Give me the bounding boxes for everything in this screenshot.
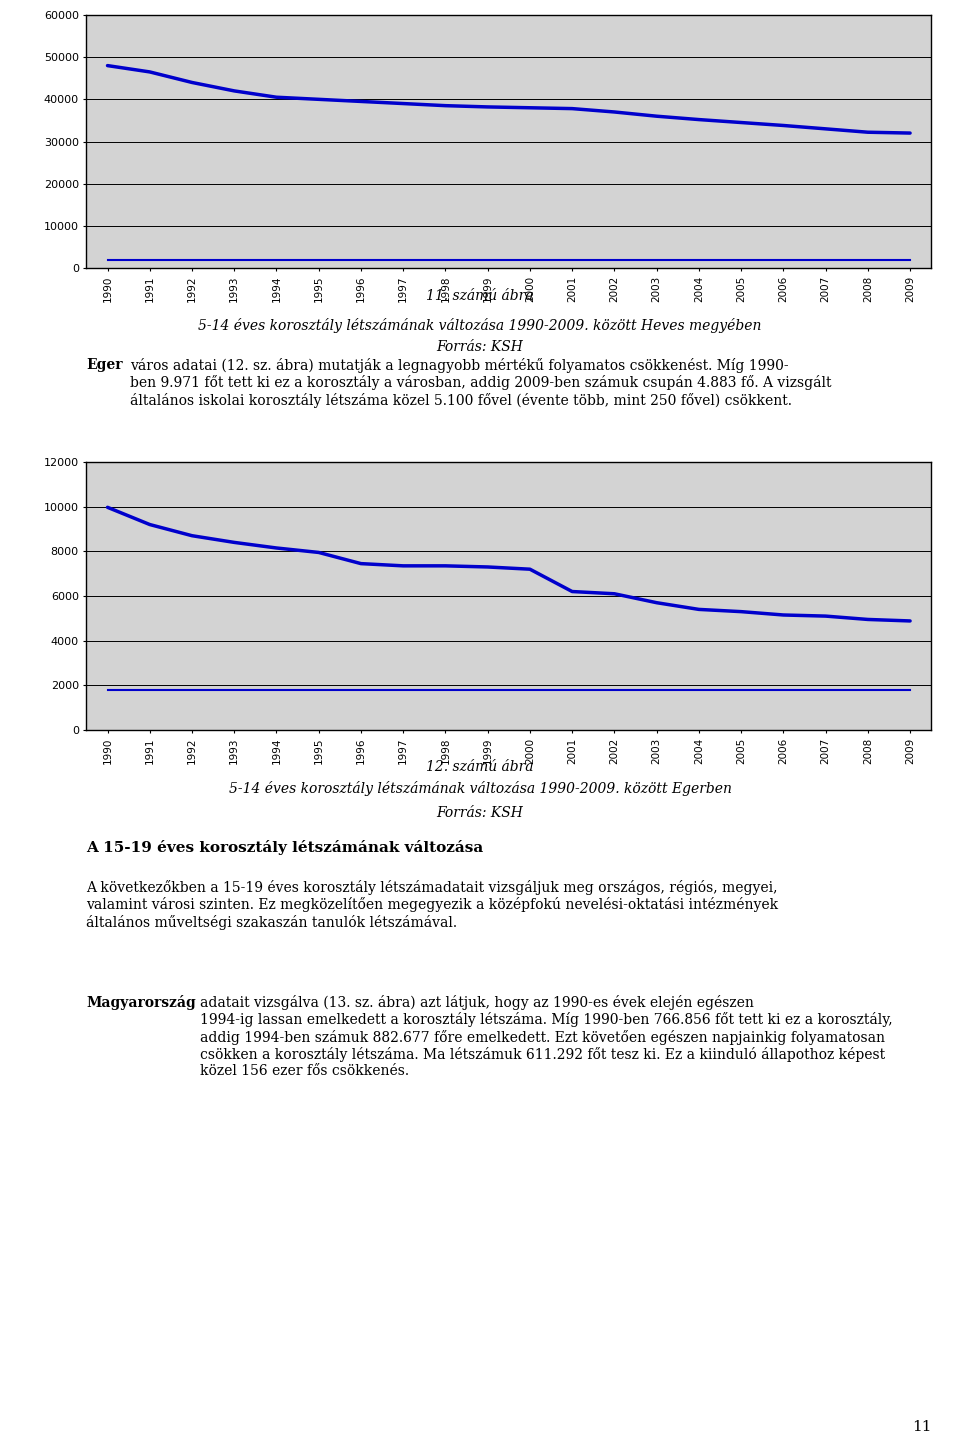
Text: Magyarország: Magyarország xyxy=(86,995,196,1010)
Text: Forrás: KSH: Forrás: KSH xyxy=(437,341,523,354)
Text: A 15-19 éves korosztály létszámának változása: A 15-19 éves korosztály létszámának vált… xyxy=(86,840,484,855)
Text: Eger: Eger xyxy=(86,358,123,371)
Text: 5-14 éves korosztály létszámának változása 1990-2009. között Egerben: 5-14 éves korosztály létszámának változá… xyxy=(228,781,732,797)
Text: A következőkben a 15-19 éves korosztály létszámadatait vizsgáljuk meg országos, : A következőkben a 15-19 éves korosztály … xyxy=(86,879,779,930)
Text: 5-14 éves korosztály létszámának változása 1990-2009. között Heves megyében: 5-14 éves korosztály létszámának változá… xyxy=(199,318,761,334)
Text: adatait vizsgálva (13. sz. ábra) azt látjuk, hogy az 1990-es évek elején egészen: adatait vizsgálva (13. sz. ábra) azt lát… xyxy=(200,995,892,1078)
Text: Forrás: KSH: Forrás: KSH xyxy=(437,807,523,820)
Text: város adatai (12. sz. ábra) mutatják a legnagyobb mértékű folyamatos csökkenést.: város adatai (12. sz. ábra) mutatják a l… xyxy=(130,358,831,408)
Text: 11: 11 xyxy=(912,1419,931,1434)
Text: 11. számú ábra: 11. számú ábra xyxy=(426,290,534,303)
Text: 12. számú ábra: 12. számú ábra xyxy=(426,760,534,773)
